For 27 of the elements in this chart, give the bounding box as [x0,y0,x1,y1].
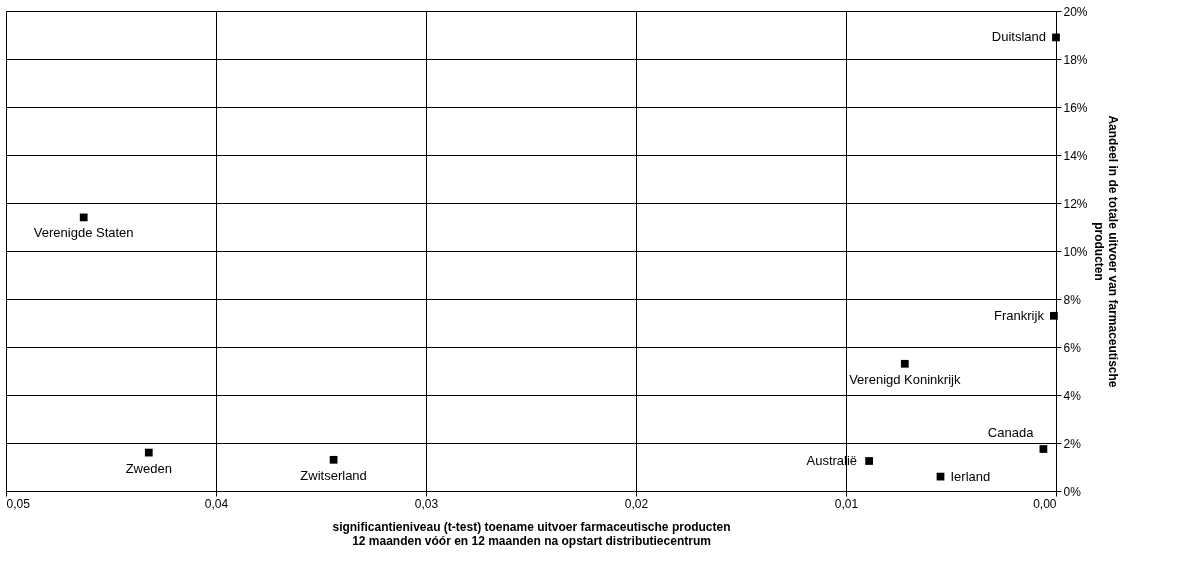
y-tick-label: 20% [1063,4,1088,19]
x-tick-label: 0,05 [6,496,31,511]
annotation: Zwitserland [300,467,367,483]
x-tick-label: 0,00 [1033,496,1057,511]
y-tick-label: 2% [1063,436,1082,451]
y-tick-label: 14% [1063,148,1088,163]
x-tick-label: 0,01 [834,496,859,511]
annotation: Frankrijk [994,307,1045,323]
x-tick-label: 0,02 [624,496,649,511]
x-tick-label: 0,03 [414,496,439,511]
y-tick-label: 18% [1063,52,1088,67]
y-tick-label: 10% [1063,244,1088,259]
annotation: Zweden [125,460,172,476]
annotation: Verenigde Staten [33,225,134,241]
annotation: Duitsland [991,29,1046,45]
y-tick-label: 6% [1063,340,1082,355]
y-tick-label: 8% [1063,292,1082,307]
annotation: Canada [987,425,1035,440]
y-tick-label: 0% [1063,484,1082,499]
annotation: Verenigd Koninkrijk [849,371,961,387]
y-tick-label: 16% [1063,100,1088,115]
x-axis-title: significantieniveau (t-test) toename uitvoer farmaceutische producten 12 maanden vóór en 12 maanden na opstart distributiecentrum [332,519,731,548]
annotation: Ierland [950,468,991,484]
x-tick-label: 0,04 [204,496,229,511]
y-tick-label: 4% [1063,388,1082,403]
y-tick-label: 12% [1063,196,1088,211]
y-axis-title: Aandeel in de totale uitvoer van farmaceutische producten [1091,115,1120,388]
